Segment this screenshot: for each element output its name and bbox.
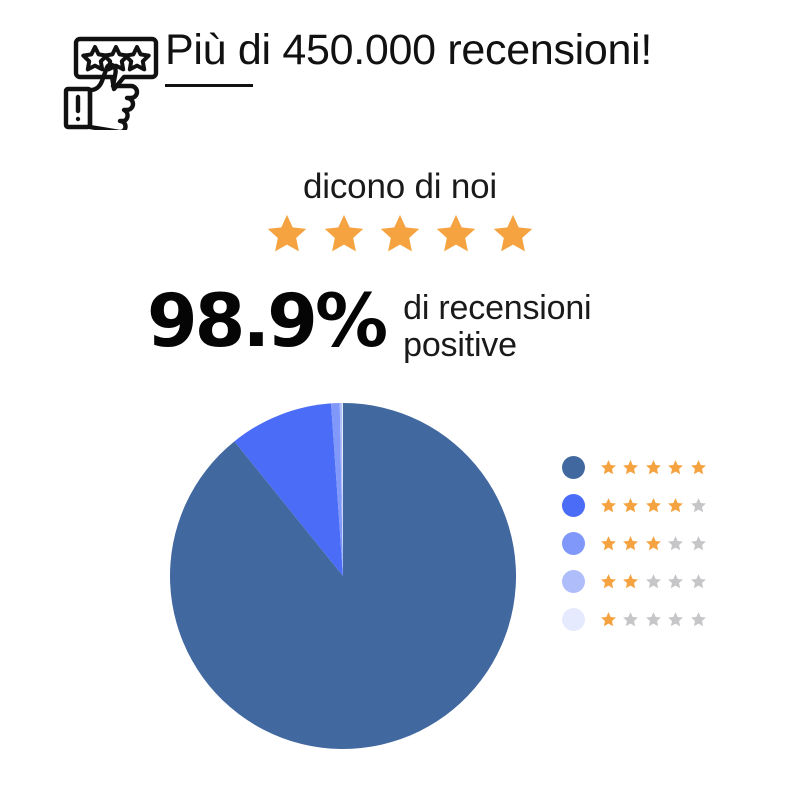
star-icon	[667, 459, 684, 476]
star-icon	[265, 212, 309, 256]
star-icon	[434, 212, 478, 256]
chart-legend	[562, 448, 752, 638]
legend-swatch	[562, 455, 585, 479]
legend-item-4-star[interactable]	[562, 486, 752, 524]
pie-slice	[339, 403, 343, 576]
legend-stars-2	[600, 573, 708, 590]
star-icon	[600, 611, 617, 628]
rating-stars	[0, 212, 800, 256]
reviews-distribution-chart	[0, 395, 800, 800]
legend-swatch	[562, 531, 585, 555]
star-empty-icon	[690, 573, 707, 590]
legend-item-2-star[interactable]	[562, 562, 752, 600]
review-badge-thumbs-up-icon	[52, 27, 160, 135]
star-icon	[491, 212, 535, 256]
positive-reviews-highlight: 98.9% di recensioni positive	[0, 283, 800, 364]
star-icon	[600, 573, 617, 590]
star-icon	[645, 497, 662, 514]
legend-item-5-star[interactable]	[562, 448, 752, 486]
pie-svg	[170, 402, 517, 749]
star-empty-icon	[690, 611, 707, 628]
pie-chart	[170, 402, 517, 749]
page-title: Più di 450.000 recensioni!	[165, 26, 653, 74]
star-icon	[645, 459, 662, 476]
pie-slice	[234, 403, 343, 576]
star-icon	[622, 535, 639, 552]
legend-stars-5	[600, 459, 708, 476]
star-icon	[600, 497, 617, 514]
star-empty-icon	[667, 573, 684, 590]
title-underline	[165, 84, 253, 87]
legend-stars-1	[600, 611, 708, 628]
star-icon	[690, 459, 707, 476]
star-icon	[667, 497, 684, 514]
star-icon	[645, 535, 662, 552]
star-empty-icon	[622, 611, 639, 628]
star-empty-icon	[690, 535, 707, 552]
star-icon	[378, 212, 422, 256]
subtitle-text: dicono di noi	[303, 167, 497, 206]
legend-stars-4	[600, 497, 708, 514]
star-empty-icon	[645, 573, 662, 590]
legend-item-1-star[interactable]	[562, 600, 752, 638]
star-icon	[322, 212, 366, 256]
star-empty-icon	[667, 611, 684, 628]
pie-slice	[170, 403, 517, 749]
legend-swatch	[562, 607, 585, 631]
star-empty-icon	[690, 497, 707, 514]
star-icon	[622, 497, 639, 514]
legend-swatch	[562, 569, 585, 593]
header: Più di 450.000 recensioni!	[0, 0, 800, 140]
star-icon	[622, 573, 639, 590]
star-icon	[600, 535, 617, 552]
star-icon	[600, 459, 617, 476]
legend-swatch	[562, 493, 585, 517]
legend-stars-3	[600, 535, 708, 552]
percent-value: 98.9%	[146, 279, 388, 364]
pie-slice	[341, 402, 343, 576]
star-empty-icon	[667, 535, 684, 552]
star-icon	[622, 459, 639, 476]
star-empty-icon	[645, 611, 662, 628]
percent-caption: di recensioni positive	[403, 289, 592, 364]
legend-item-3-star[interactable]	[562, 524, 752, 562]
pie-slice	[331, 403, 343, 576]
